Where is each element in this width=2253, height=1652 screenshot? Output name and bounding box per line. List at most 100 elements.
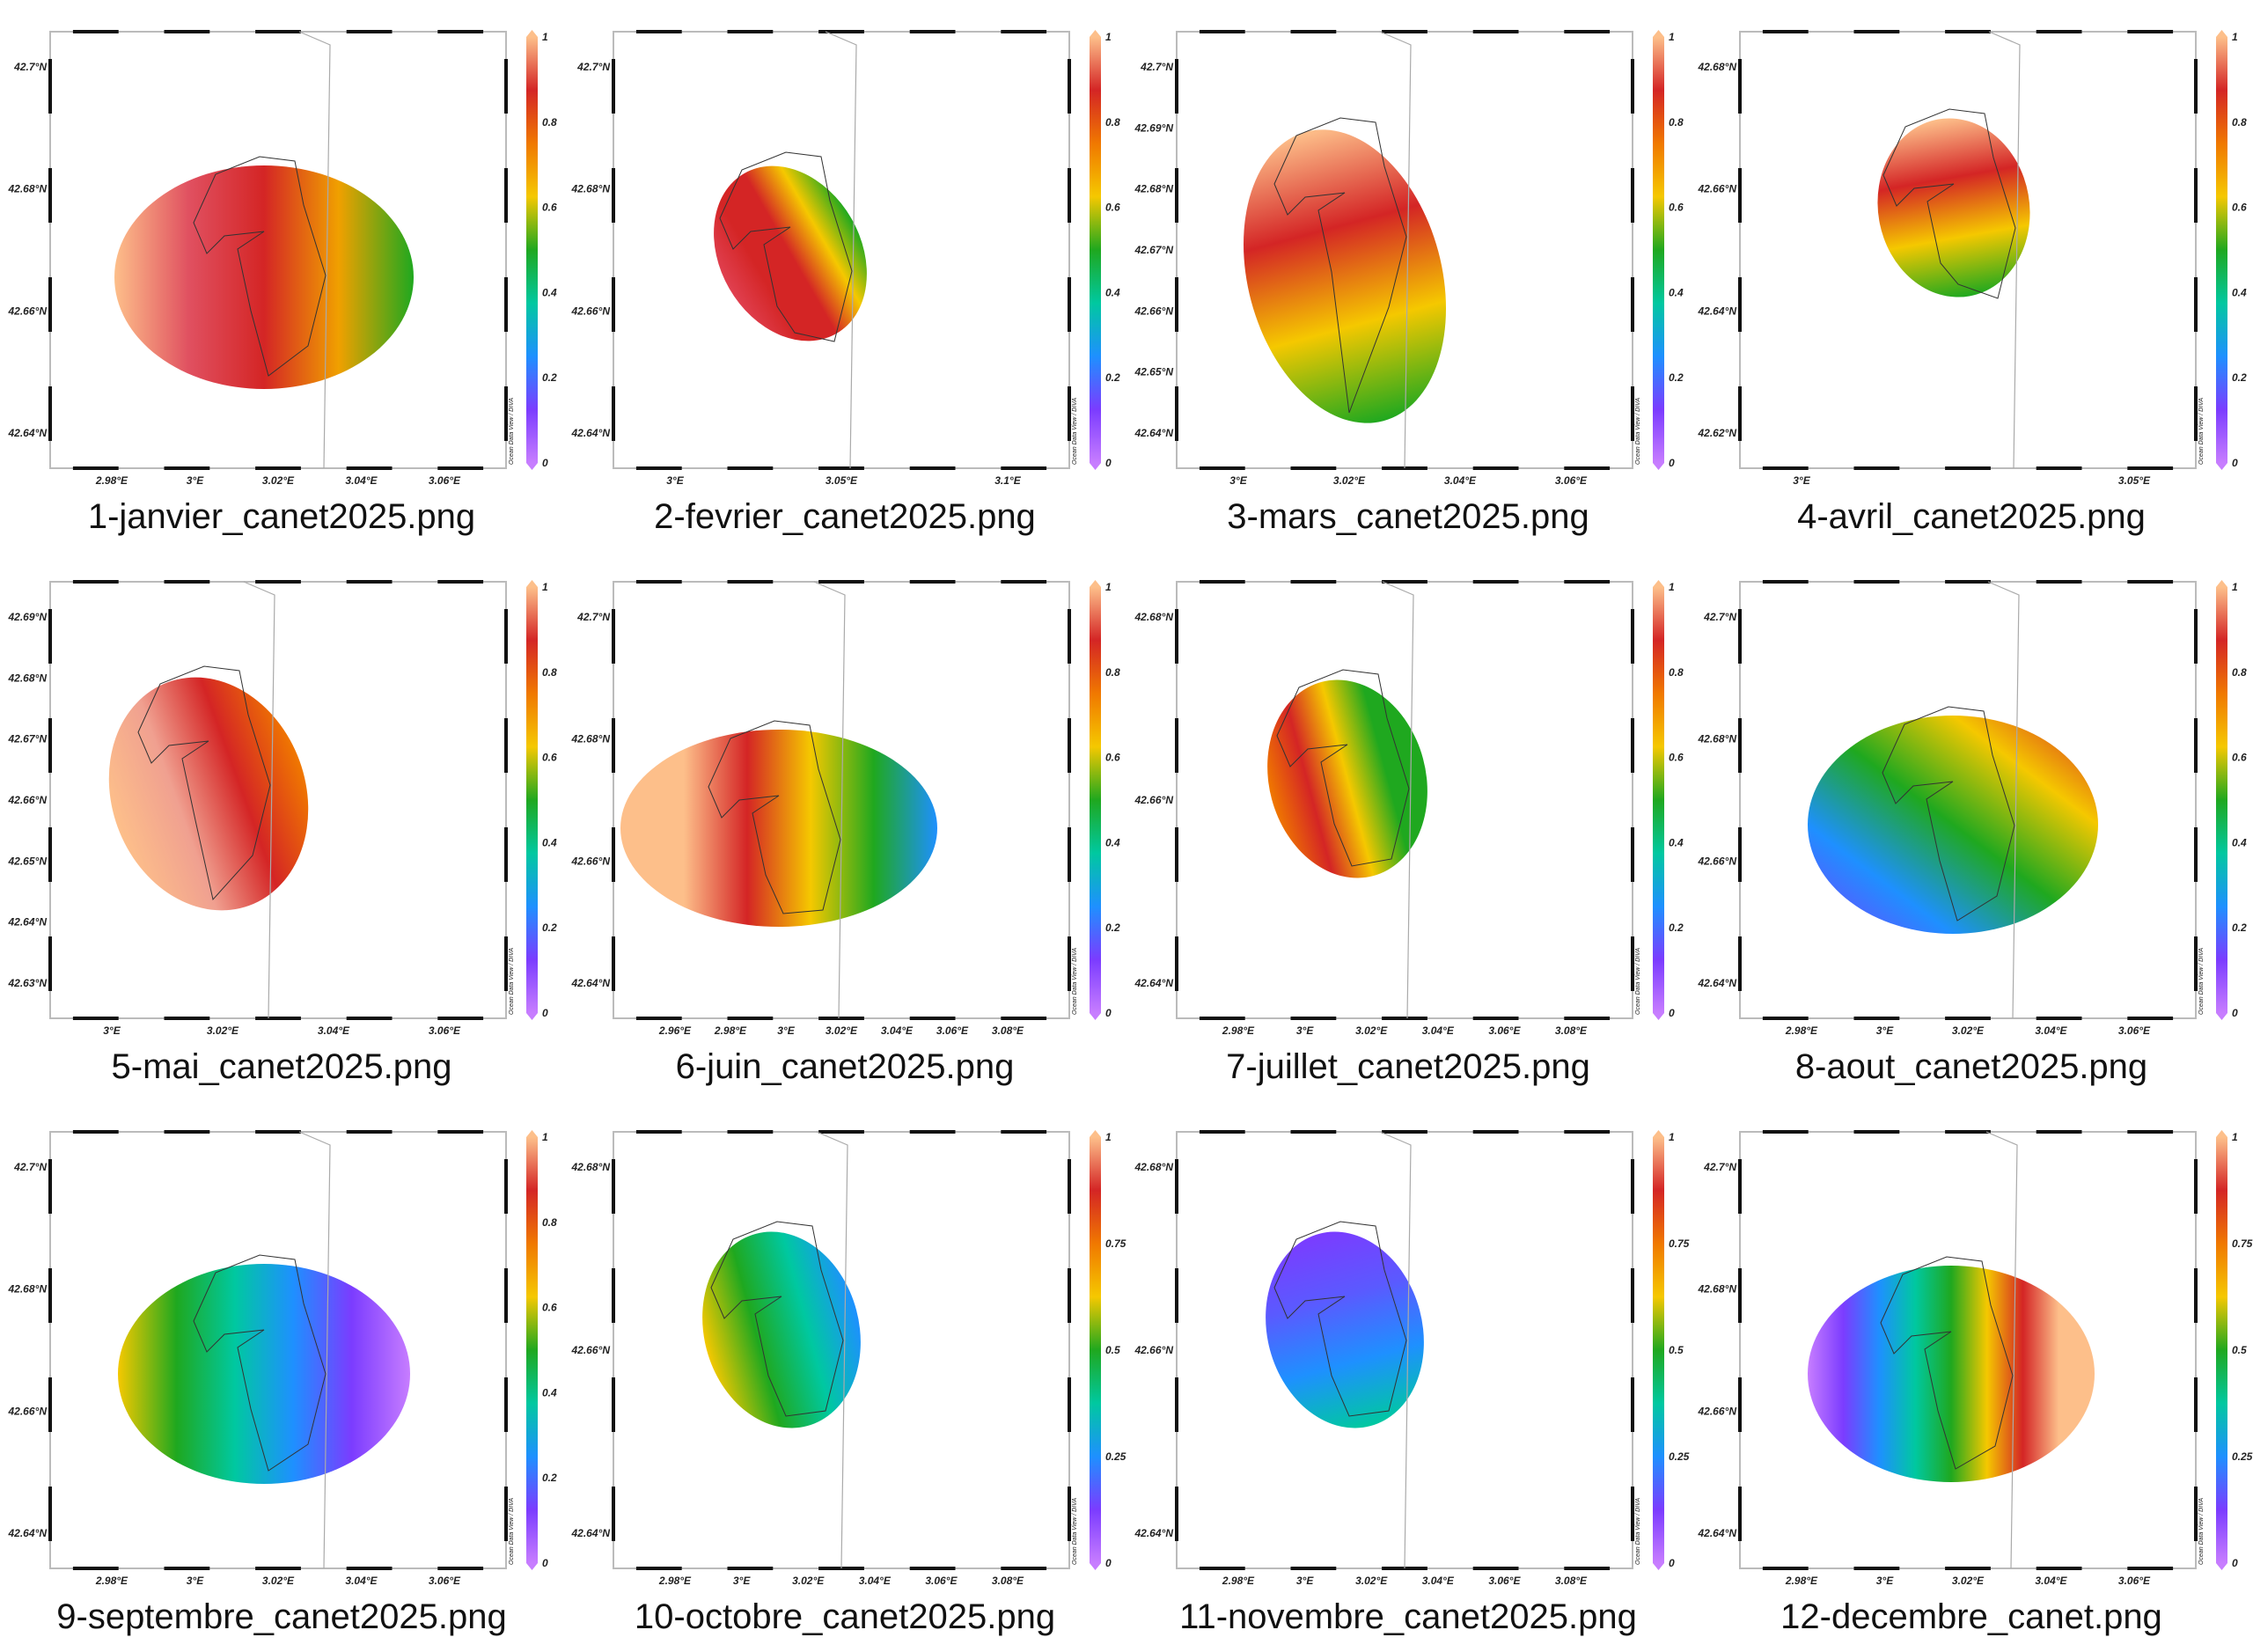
map-thumbnail[interactable]: 42.7°N 42.68°N 42.66°N 42.64°N 2.96°E 2.98°E 3… (563, 550, 1126, 1100)
latitude-tick-label: 42.64°N (1134, 1527, 1174, 1539)
map-thumbnail[interactable]: 42.7°N 42.68°N 42.66°N 42.64°N 2.98°E 3°E 3.02… (0, 0, 563, 550)
longitude-tick-label: 3°E (187, 1575, 204, 1587)
file-name-caption[interactable]: 12-decembre_canet.png (1780, 1597, 2162, 1636)
colorbar-tick-label: 0 (542, 1007, 548, 1019)
longitude-tick-label: 3.02°E (826, 1024, 858, 1037)
colorbar-tick-label: 0.2 (542, 371, 557, 384)
colorbar-tick-label: 0.8 (1105, 666, 1120, 679)
map-thumbnail[interactable]: 42.7°N 42.68°N 42.66°N 42.64°N 2.98°E 3°E 3.02… (0, 1100, 563, 1650)
colorbar-tick-label: 0.8 (542, 116, 557, 128)
latitude-tick-label: 42.7°N (13, 1161, 47, 1173)
file-name-caption[interactable]: 11-novembre_canet2025.png (1179, 1597, 1637, 1636)
map-thumbnail[interactable]: 42.68°N 42.66°N 42.64°N 42.62°N 3°E 3.05°E 0 0.… (1690, 0, 2253, 550)
lagoon-outline (710, 1221, 844, 1417)
longitude-tick-label: 3.04°E (1422, 1575, 1455, 1587)
file-name-caption[interactable]: 3-mars_canet2025.png (1227, 497, 1589, 536)
map-plot: 42.7°N 42.68°N 42.66°N 42.64°N 2.96°E 2.98°E 3… (571, 580, 1120, 1037)
odv-credit: Ocean Data View / DIVA (1072, 948, 1078, 1015)
latitude-tick-label: 42.69°N (1134, 121, 1174, 134)
file-name-caption[interactable]: 1-janvier_canet2025.png (87, 497, 476, 536)
map-thumbnail[interactable]: 42.69°N 42.68°N 42.67°N 42.66°N 42.65°N 42.64… (0, 550, 563, 1100)
colorbar-tick-label: 0.4 (542, 1386, 557, 1399)
colorbar-tick-label: 0.25 (1669, 1450, 1690, 1463)
latitude-tick-label: 42.62°N (1698, 427, 1737, 439)
colorbar-tick-label: 0 (1105, 1557, 1112, 1569)
latitude-tick-label: 42.64°N (8, 1527, 48, 1539)
latitude-tick-label: 42.66°N (1134, 305, 1174, 317)
longitude-tick-label: 2.98°E (1785, 1024, 1818, 1037)
latitude-tick-label: 42.68°N (8, 1283, 48, 1296)
coastline (1985, 1131, 2018, 1569)
map-thumbnail[interactable]: 42.7°N 42.69°N 42.68°N 42.67°N 42.66°N 42.65°… (1126, 0, 1690, 550)
latitude-tick-label: 42.68°N (1134, 1161, 1174, 1173)
latitude-tick-label: 42.66°N (1698, 855, 1737, 867)
file-name-caption[interactable]: 5-mai_canet2025.png (111, 1047, 452, 1086)
colorbar-tick-label: 0.75 (1105, 1237, 1126, 1250)
colorbar-tick-label: 1 (542, 1131, 548, 1143)
file-name-caption[interactable]: 9-septembre_canet2025.png (56, 1597, 507, 1636)
latitude-tick-label: 42.68°N (8, 672, 48, 684)
odv-credit: Ocean Data View / DIVA (2198, 948, 2205, 1015)
map-plot: 42.68°N 42.66°N 42.64°N 42.62°N 3°E 3.05°E 0 0.… (1698, 30, 2247, 487)
lagoon-outline (708, 720, 841, 914)
longitude-tick-label: 3°E (1876, 1575, 1894, 1587)
lagoon-outline (137, 665, 271, 901)
map-thumbnail[interactable]: 42.68°N 42.66°N 42.64°N 2.98°E 3°E 3.02°E 3.04… (1126, 1100, 1690, 1650)
colorbar-tick-label: 1 (542, 581, 548, 593)
coastline (1382, 581, 1414, 1019)
latitude-tick-label: 42.64°N (571, 977, 611, 989)
longitude-tick-label: 3°E (1793, 474, 1810, 487)
map-thumbnail[interactable]: 42.68°N 42.66°N 42.64°N 2.98°E 3°E 3.02°E 3.04… (1126, 550, 1690, 1100)
latitude-tick-label: 42.7°N (1703, 1161, 1736, 1173)
longitude-tick-label: 3.04°E (345, 1575, 378, 1587)
colorbar-tick-label: 1 (1105, 581, 1112, 593)
file-name-caption[interactable]: 4-avril_canet2025.png (1797, 497, 2146, 536)
file-name-caption[interactable]: 2-fevrier_canet2025.png (654, 497, 1036, 536)
longitude-tick-label: 3.04°E (2035, 1575, 2067, 1587)
latitude-tick-label: 42.67°N (1134, 244, 1174, 256)
latitude-tick-label: 42.66°N (1698, 1405, 1737, 1417)
latitude-tick-label: 42.68°N (8, 183, 48, 195)
interpolated-field (1808, 1266, 2095, 1482)
lagoon-outline (1276, 669, 1410, 867)
map-thumbnail[interactable]: 42.68°N 42.66°N 42.64°N 2.98°E 3°E 3.02°E 3.04… (563, 1100, 1126, 1650)
longitude-tick-label: 3.02°E (1333, 474, 1366, 487)
longitude-tick-label: 3.06°E (2118, 1024, 2151, 1037)
longitude-tick-label: 3.04°E (345, 474, 378, 487)
latitude-tick-label: 42.68°N (571, 183, 611, 195)
map-thumbnail[interactable]: 42.7°N 42.68°N 42.66°N 42.64°N 3°E 3.05°E 3.1°… (563, 0, 1126, 550)
file-name-caption[interactable]: 8-aout_canet2025.png (1794, 1047, 2148, 1086)
colorbar-tick-label: 0.2 (542, 1472, 557, 1484)
colorbar-tick-label: 0 (2232, 1007, 2238, 1019)
file-name-caption[interactable]: 7-juillet_canet2025.png (1226, 1047, 1590, 1086)
odv-credit: Ocean Data View / DIVA (1635, 1498, 1641, 1565)
longitude-tick-label: 3.02°E (1355, 1024, 1388, 1037)
longitude-tick-label: 3.04°E (1444, 474, 1477, 487)
colorbar-tick-label: 0 (542, 1557, 548, 1569)
latitude-tick-label: 42.66°N (571, 305, 611, 317)
colorbar-tick-label: 0.2 (2232, 921, 2247, 934)
file-name-caption[interactable]: 6-juin_canet2025.png (675, 1047, 1015, 1086)
colorbar (526, 37, 538, 463)
latitude-tick-label: 42.68°N (1698, 1283, 1737, 1296)
latitude-tick-label: 42.69°N (8, 611, 48, 623)
interpolated-field (1267, 679, 1427, 878)
map-thumbnail[interactable]: 42.7°N 42.68°N 42.66°N 42.64°N 2.98°E 3°E 3.02… (1690, 1100, 2253, 1650)
colorbar-tick-label: 1 (542, 31, 548, 43)
colorbar-tick-label: 0.6 (542, 1302, 557, 1314)
colorbar-tick-label: 0.5 (1669, 1344, 1684, 1356)
longitude-tick-label: 2.96°E (658, 1024, 692, 1037)
longitude-tick-label: 3.08°E (1555, 1024, 1588, 1037)
longitude-tick-label: 3°E (1876, 1024, 1894, 1037)
latitude-tick-label: 42.66°N (1698, 183, 1737, 195)
colorbar-tick-label: 0.5 (2232, 1344, 2247, 1356)
colorbar-tick-label: 0.4 (1105, 836, 1120, 848)
colorbar-tick-label: 0 (1669, 1007, 1675, 1019)
odv-credit: Ocean Data View / DIVA (509, 398, 515, 465)
odv-credit: Ocean Data View / DIVA (1072, 398, 1078, 465)
map-thumbnail[interactable]: 42.7°N 42.68°N 42.66°N 42.64°N 2.98°E 3°E 3.02… (1690, 550, 2253, 1100)
interpolated-field (108, 677, 309, 911)
file-name-caption[interactable]: 10-octobre_canet2025.png (634, 1597, 1056, 1636)
colorbar (526, 587, 538, 1013)
colorbar-tick-label: 0.8 (2232, 116, 2247, 128)
